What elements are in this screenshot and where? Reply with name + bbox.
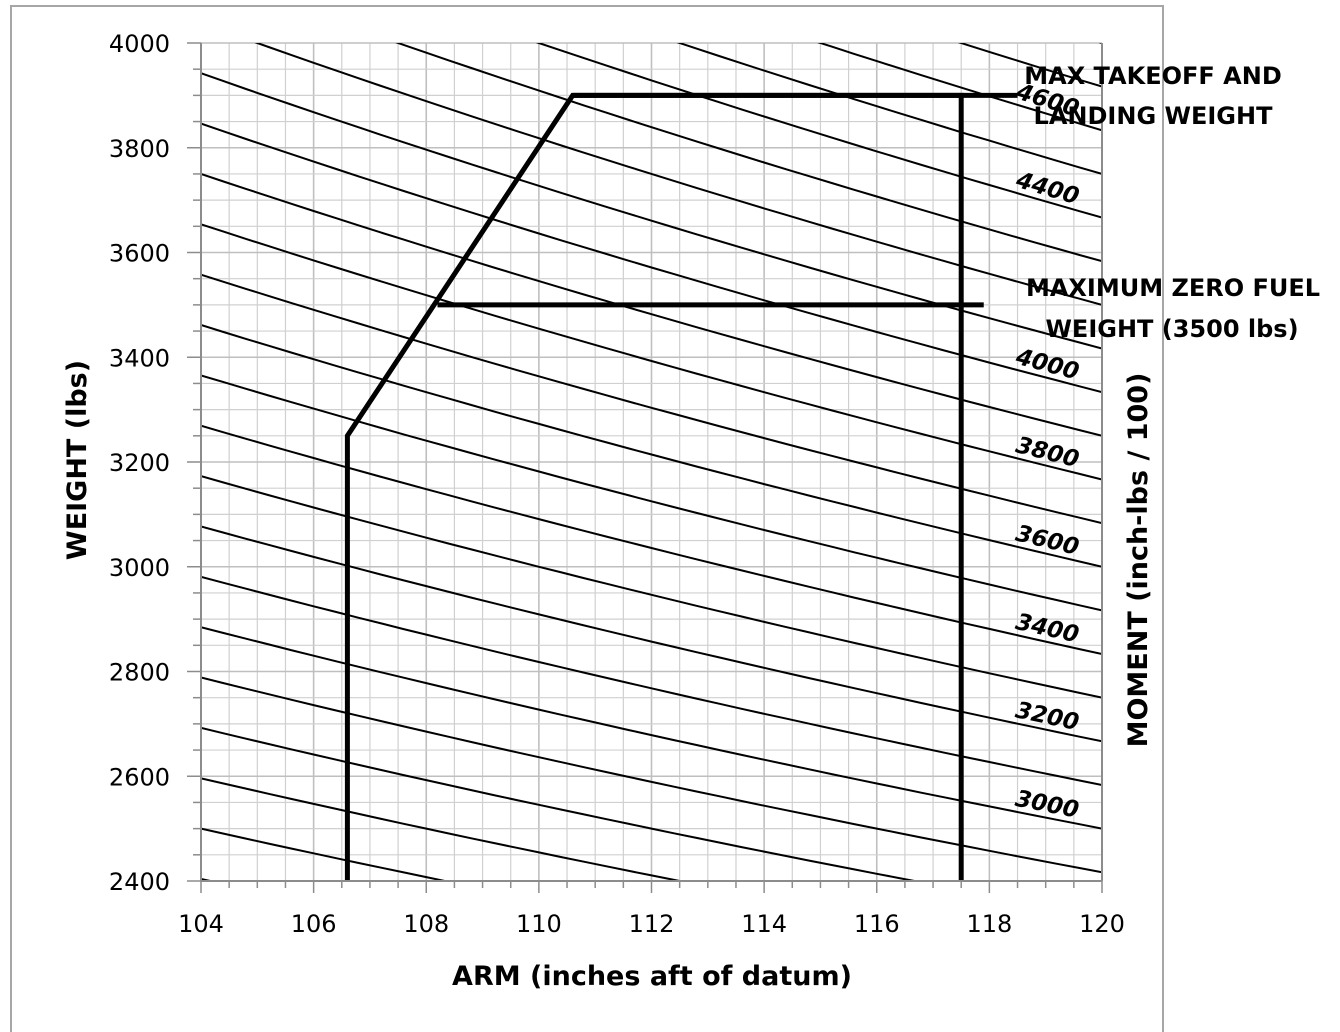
y-tick-label: 3400 [109,344,170,372]
x-tick-label: 106 [291,910,337,938]
moment-line-2700 [201,777,685,881]
y-tick-label: 3800 [109,135,170,163]
moment-line-4200 [254,43,1102,306]
y-tick-label: 2400 [109,868,170,896]
y-axis-title: WEIGHT (lbs) [62,360,93,560]
moment-line-3000 [201,626,1102,830]
moment-line-4500 [676,43,1102,175]
chart-border [10,5,1164,1032]
moment-line-3900 [201,172,1102,437]
chart-labels: 104 106 108 110 112 114 116 118 120 2400 2600 2800 3… [109,30,1125,938]
moment-line-4600 [817,43,1102,132]
x-tick-label: 104 [178,910,224,938]
moment-axis-title: MOMENT (inch-lbs / 100) [1123,373,1154,748]
x-tick-label: 118 [966,910,1012,938]
x-tick-label: 110 [516,910,562,938]
moment-lines [201,43,1102,881]
moment-line-3200 [201,525,1102,743]
moment-line-3100 [201,575,1102,786]
zero-fuel-label-line2: WEIGHT (3500 lbs) [1045,315,1298,343]
moment-line-3400 [201,424,1102,655]
y-tick-label: 3600 [109,240,170,268]
moment-line-3600 [201,324,1102,568]
y-tick-label: 4000 [109,30,170,58]
zero-fuel-label-line1: MAXIMUM ZERO FUEL [1026,274,1320,302]
weight-limit-lines [437,92,1018,308]
x-tick-label: 108 [403,910,449,938]
axes [187,42,1103,893]
y-tick-label: 2800 [109,659,170,687]
y-tick-label: 3200 [109,449,170,477]
moment-line-4400 [535,43,1102,219]
moment-line-3300 [201,475,1102,699]
moment-line-4100 [201,72,1102,350]
moment-line-2900 [201,676,1102,874]
moment-label-3800: 3800 [1013,432,1081,473]
x-tick-label: 112 [629,910,675,938]
moment-line-2800 [201,726,920,881]
x-tick-label: 114 [741,910,787,938]
moment-line-4300 [395,43,1102,263]
moment-line-3800 [201,223,1102,481]
x-tick-label: 116 [854,910,900,938]
x-axis-title: ARM (inches aft of datum) [452,961,852,992]
x-tick-label: 120 [1079,910,1125,938]
moment-label-4000: 4000 [1012,344,1081,386]
y-tick-label: 3000 [109,554,170,582]
moment-line-3500 [201,374,1102,612]
moment-line-3700 [201,273,1102,525]
max-takeoff-label-line2: LANDING WEIGHT [1034,102,1274,130]
y-tick-label: 2600 [109,763,170,791]
moment-line-2600 [201,827,450,881]
moment-line-4000 [201,122,1102,394]
max-takeoff-label-line1: MAX TAKEOFF AND [1024,62,1282,90]
moment-label-3000: 3000 [1013,786,1081,824]
moment-line-2500 [201,878,216,881]
